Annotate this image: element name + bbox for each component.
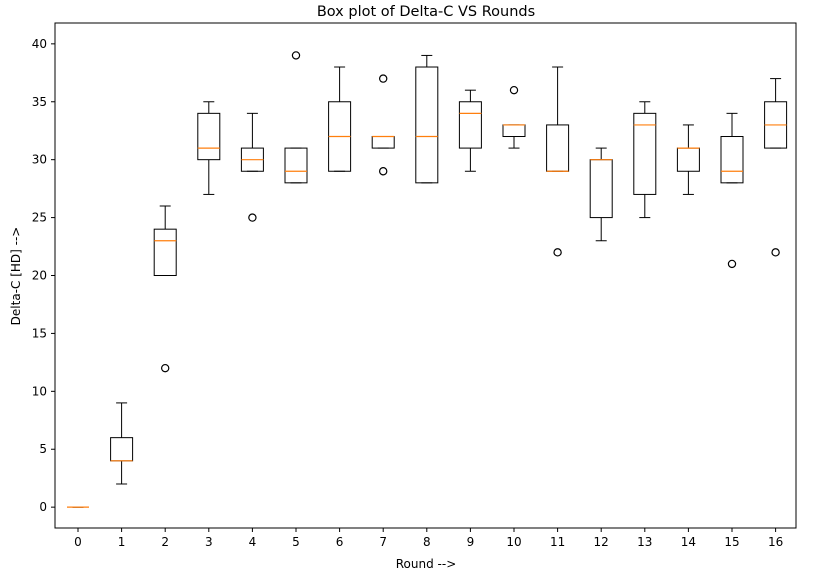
box-iqr — [502, 124, 526, 138]
box-iqr — [589, 159, 613, 219]
x-tick-label: 5 — [292, 535, 300, 549]
y-tick-label: 35 — [32, 95, 47, 109]
x-tick-label: 4 — [249, 535, 257, 549]
x-tick-label: 12 — [594, 535, 609, 549]
x-tick-label: 2 — [161, 535, 169, 549]
outlier-point — [727, 259, 737, 269]
y-tick-label: 20 — [32, 269, 47, 283]
x-tick-label: 13 — [637, 535, 652, 549]
x-tick-label: 7 — [379, 535, 387, 549]
plot-frame — [54, 22, 797, 529]
y-tick-label: 0 — [39, 500, 47, 514]
y-tick-label: 15 — [32, 326, 47, 340]
y-tick-label: 5 — [39, 442, 47, 456]
box-iqr — [546, 124, 570, 172]
x-tick-label: 9 — [467, 535, 475, 549]
x-tick-label: 0 — [74, 535, 82, 549]
y-axis-label: Delta-C [HD] --> — [9, 227, 23, 326]
outlier-point — [509, 85, 519, 95]
outlier-point — [379, 167, 388, 176]
x-tick-label: 16 — [768, 535, 783, 549]
y-tick-label: 10 — [32, 384, 47, 398]
outlier-point — [553, 248, 562, 257]
x-tick-label: 3 — [205, 535, 213, 549]
x-tick-label: 10 — [506, 535, 521, 549]
y-tick-label: 30 — [32, 153, 47, 167]
box-iqr — [676, 147, 700, 172]
x-tick-label: 15 — [724, 535, 739, 549]
x-tick-label: 6 — [336, 535, 344, 549]
box-iqr — [197, 112, 221, 161]
box-iqr — [415, 66, 439, 184]
outlier-point — [379, 74, 388, 83]
box-iqr — [720, 136, 744, 184]
box-iqr — [110, 437, 134, 462]
outlier-point — [248, 213, 257, 222]
y-tick-label: 25 — [32, 211, 47, 225]
box-iqr — [153, 228, 177, 276]
chart-title: Box plot of Delta-C VS Rounds — [317, 4, 535, 20]
x-tick-label: 11 — [550, 535, 565, 549]
x-axis-label: Round --> — [396, 557, 457, 571]
x-tick-label: 1 — [118, 535, 126, 549]
box-iqr — [371, 136, 395, 149]
box-iqr — [284, 147, 308, 184]
outlier-point — [291, 51, 301, 60]
box-iqr — [458, 101, 482, 149]
x-tick-label: 14 — [681, 535, 696, 549]
outlier-point — [160, 363, 170, 373]
outlier-point — [771, 248, 780, 257]
box-iqr — [633, 112, 657, 195]
y-tick-label: 40 — [32, 37, 47, 51]
x-tick-label: 8 — [423, 535, 431, 549]
